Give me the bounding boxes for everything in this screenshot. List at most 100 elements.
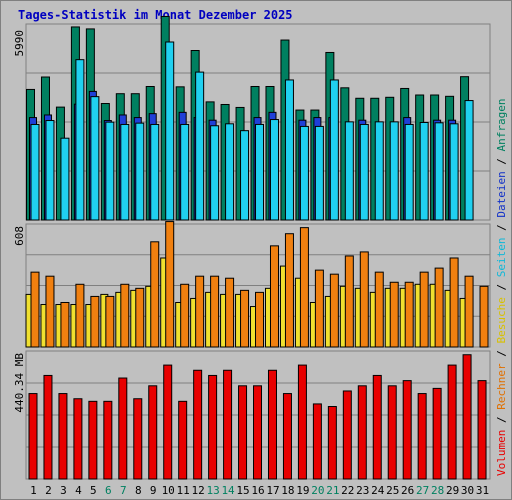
rechner-bar xyxy=(449,257,459,348)
rechner-bar xyxy=(120,283,130,348)
x-tick-label: 26 xyxy=(401,484,414,497)
x-tick-label: 2 xyxy=(45,484,52,497)
volumen-bar xyxy=(282,393,292,480)
volumen-bar xyxy=(178,400,188,480)
legend-separator: / xyxy=(495,344,508,364)
legend-separator: / xyxy=(495,218,508,238)
rechner-bar xyxy=(284,233,294,348)
seiten-bar xyxy=(195,71,205,221)
legend-entry-besuche: Besuche xyxy=(495,297,508,343)
volumen-bar xyxy=(148,385,158,480)
x-tick-label: 15 xyxy=(236,484,249,497)
seiten-bar xyxy=(314,125,324,221)
x-tick-label: 20 xyxy=(311,484,324,497)
volumen-bar xyxy=(402,380,412,480)
seiten-bar xyxy=(150,123,160,221)
middle-y-max-label: 608 xyxy=(13,226,26,246)
volumen-bar xyxy=(267,369,277,480)
x-tick-label: 21 xyxy=(326,484,339,497)
rechner-bar xyxy=(45,275,55,348)
rechner-bar xyxy=(105,295,115,348)
x-tick-label: 8 xyxy=(135,484,142,497)
volumen-bar xyxy=(372,374,382,480)
volumen-bar xyxy=(238,385,248,480)
seiten-bar xyxy=(449,123,459,221)
rechner-bar xyxy=(60,301,70,348)
x-tick-label: 7 xyxy=(120,484,127,497)
seiten-bar xyxy=(464,100,474,221)
volumen-bar xyxy=(28,393,38,480)
rechner-bar xyxy=(419,271,429,348)
legend-separator: / xyxy=(495,410,508,430)
x-tick-label: 10 xyxy=(162,484,175,497)
volumen-bar xyxy=(312,403,322,480)
rechner-bar xyxy=(479,285,489,348)
rechner-bar xyxy=(30,271,40,348)
seiten-bar xyxy=(180,123,190,221)
seiten-bar xyxy=(299,125,309,221)
x-tick-label: 30 xyxy=(461,484,474,497)
seiten-bar xyxy=(30,123,40,221)
seiten-bar xyxy=(359,123,369,221)
volumen-bar xyxy=(133,398,143,480)
volumen-bar xyxy=(327,406,337,480)
seiten-bar xyxy=(419,121,429,221)
legend-entry-rechner: Rechner xyxy=(495,363,508,410)
x-tick-label: 11 xyxy=(177,484,190,497)
x-tick-label: 14 xyxy=(221,484,235,497)
x-tick-label: 19 xyxy=(296,484,309,497)
series-legend: Volumen / Rechner / Besuche / Seiten / D… xyxy=(495,98,508,476)
x-tick-label: 29 xyxy=(446,484,459,497)
rechner-bar xyxy=(404,281,414,348)
rechner-bar xyxy=(210,275,220,348)
volumen-bar xyxy=(58,393,68,480)
x-tick-label: 17 xyxy=(266,484,279,497)
volumen-bar xyxy=(297,364,307,480)
x-tick-label: 18 xyxy=(281,484,294,497)
rechner-bar xyxy=(90,295,100,348)
x-tick-label: 25 xyxy=(386,484,399,497)
legend-separator: / xyxy=(495,277,508,297)
rechner-bar xyxy=(389,281,399,348)
seiten-bar xyxy=(344,121,354,221)
rechner-bar xyxy=(195,275,205,348)
rechner-bar xyxy=(374,271,384,348)
seiten-bar xyxy=(135,122,145,221)
rechner-bar xyxy=(359,251,369,348)
x-tick-label: 5 xyxy=(90,484,97,497)
rechner-bar xyxy=(329,273,339,348)
volumen-bar xyxy=(193,369,203,480)
rechner-bar xyxy=(75,283,85,348)
x-tick-label: 31 xyxy=(476,484,489,497)
volumen-bar xyxy=(223,369,233,480)
seiten-bar xyxy=(284,79,294,221)
rechner-bar xyxy=(225,277,235,348)
volumen-bar xyxy=(477,380,487,480)
rechner-bar xyxy=(180,283,190,348)
x-tick-label: 24 xyxy=(371,484,385,497)
legend-entry-anfragen: Anfragen xyxy=(495,98,508,151)
seiten-bar xyxy=(269,119,279,221)
volumen-bar xyxy=(462,354,472,480)
legend-entry-volumen: Volumen xyxy=(495,430,508,476)
legend-separator: / xyxy=(495,151,508,171)
x-tick-label: 1 xyxy=(30,484,37,497)
seiten-bar xyxy=(90,96,100,221)
seiten-bar xyxy=(404,123,414,221)
seiten-bar xyxy=(374,121,384,221)
seiten-bar xyxy=(240,130,250,221)
legend-entry-seiten: Seiten xyxy=(495,238,508,278)
x-tick-label: 27 xyxy=(416,484,429,497)
seiten-bar xyxy=(389,121,399,221)
x-tick-label: 28 xyxy=(431,484,444,497)
volumen-bar xyxy=(103,400,113,480)
x-tick-label: 9 xyxy=(150,484,157,497)
x-tick-label: 6 xyxy=(105,484,112,497)
rechner-bar xyxy=(240,289,250,348)
x-tick-label: 13 xyxy=(206,484,219,497)
seiten-bar xyxy=(255,123,265,221)
x-tick-label: 4 xyxy=(75,484,82,497)
legend-entry-dateien: Dateien xyxy=(495,171,508,217)
volumen-bar xyxy=(357,385,367,480)
